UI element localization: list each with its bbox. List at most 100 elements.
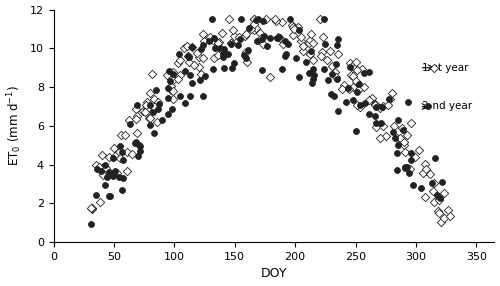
Point bbox=[175, 52, 183, 56]
Point bbox=[165, 68, 173, 73]
Text: 2-nd year: 2-nd year bbox=[422, 102, 472, 112]
Point bbox=[288, 23, 296, 28]
Point bbox=[421, 162, 429, 166]
Point bbox=[146, 116, 154, 120]
Point bbox=[197, 47, 205, 52]
Point bbox=[218, 49, 226, 54]
Point bbox=[227, 40, 235, 45]
Point bbox=[148, 72, 156, 77]
Point bbox=[132, 107, 140, 112]
Point bbox=[332, 69, 340, 74]
Point bbox=[152, 88, 160, 92]
Point bbox=[356, 105, 364, 110]
Point bbox=[242, 55, 250, 60]
Point bbox=[176, 94, 184, 98]
Point bbox=[88, 207, 96, 211]
Point bbox=[393, 150, 401, 155]
Point bbox=[240, 53, 248, 57]
Point bbox=[242, 32, 250, 36]
Point bbox=[290, 33, 298, 37]
Point bbox=[378, 105, 386, 109]
Point bbox=[102, 165, 110, 170]
Point bbox=[271, 17, 279, 21]
Point bbox=[168, 83, 175, 88]
Point bbox=[254, 17, 262, 21]
Point bbox=[118, 150, 126, 154]
Point bbox=[150, 130, 158, 135]
Point bbox=[241, 34, 249, 39]
Point bbox=[306, 52, 314, 56]
Point bbox=[365, 111, 373, 116]
Point bbox=[348, 85, 356, 89]
Point bbox=[170, 69, 177, 74]
Point bbox=[132, 117, 140, 122]
Point bbox=[376, 136, 384, 140]
Point bbox=[260, 33, 268, 38]
Point bbox=[192, 51, 200, 55]
Point bbox=[281, 39, 289, 43]
Point bbox=[116, 156, 124, 160]
Point bbox=[102, 182, 110, 187]
Text: 1-st year: 1-st year bbox=[422, 63, 469, 73]
Point bbox=[99, 172, 107, 177]
Point bbox=[112, 169, 120, 174]
Point bbox=[250, 17, 258, 21]
Point bbox=[199, 93, 207, 98]
Point bbox=[220, 47, 228, 51]
Point bbox=[436, 219, 444, 224]
Point bbox=[319, 35, 327, 39]
Point bbox=[110, 156, 118, 160]
Point bbox=[201, 74, 209, 79]
Point bbox=[429, 189, 437, 194]
Point bbox=[350, 73, 358, 78]
Point bbox=[262, 17, 270, 21]
Point bbox=[134, 153, 142, 158]
Point bbox=[106, 194, 114, 198]
Point bbox=[184, 60, 192, 65]
Point bbox=[93, 167, 101, 171]
Point bbox=[360, 84, 368, 89]
Point bbox=[281, 53, 289, 58]
Point bbox=[164, 86, 172, 90]
Point bbox=[104, 171, 112, 175]
Point bbox=[351, 66, 359, 70]
Point bbox=[364, 70, 372, 74]
Point bbox=[258, 42, 266, 47]
Point bbox=[214, 53, 222, 57]
Point bbox=[142, 103, 150, 107]
Point bbox=[218, 52, 226, 57]
Point bbox=[266, 75, 274, 79]
Point bbox=[324, 58, 332, 63]
Point bbox=[88, 206, 96, 211]
Point bbox=[352, 78, 360, 83]
Point bbox=[410, 183, 418, 188]
Point bbox=[338, 87, 346, 91]
Point bbox=[143, 106, 151, 111]
Point bbox=[422, 169, 430, 174]
Point bbox=[188, 44, 196, 49]
Point bbox=[146, 90, 154, 95]
Point bbox=[406, 121, 414, 126]
Point bbox=[110, 171, 118, 175]
Point bbox=[305, 71, 313, 75]
Point bbox=[215, 39, 223, 44]
Point bbox=[398, 128, 406, 132]
Point bbox=[170, 72, 177, 76]
Point bbox=[376, 106, 384, 111]
Point bbox=[354, 90, 362, 95]
Point bbox=[252, 26, 260, 31]
Point bbox=[296, 39, 304, 44]
Point bbox=[184, 54, 192, 58]
Point bbox=[310, 73, 318, 77]
Point bbox=[195, 55, 203, 59]
Point bbox=[146, 116, 154, 120]
Point bbox=[167, 88, 175, 92]
Point bbox=[184, 54, 192, 59]
Point bbox=[224, 52, 232, 57]
Point bbox=[360, 71, 368, 76]
Point bbox=[346, 72, 354, 77]
Point bbox=[400, 150, 408, 154]
Point bbox=[236, 17, 244, 21]
Point bbox=[247, 27, 255, 31]
Point bbox=[382, 134, 390, 139]
